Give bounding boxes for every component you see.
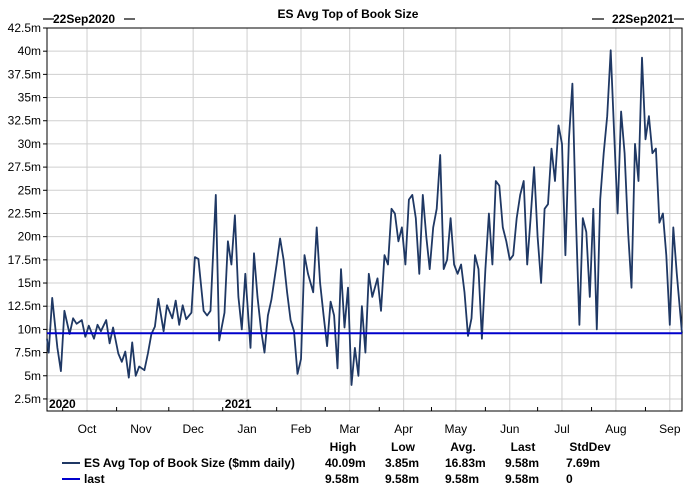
legend-series-name: last: [84, 472, 105, 486]
x-tick-label: Jan: [237, 422, 256, 436]
y-axis: 2.5m 5m 7.5m 10m 12.5m 15m 17.5m 20m 22.5m 25m 27.…: [8, 21, 47, 406]
x-tick-label: Aug: [605, 422, 626, 436]
x-tick-label: Dec: [182, 422, 203, 436]
legend-stat-value: 9.58m: [325, 472, 359, 486]
x-year-label: 2020: [49, 397, 76, 411]
legend-stat-value: 9.58m: [505, 472, 539, 486]
x-axis: Oct Nov Dec Jan Feb Mar Apr May Jun Jul Aug Sep 2020…: [49, 397, 681, 436]
legend-stat-value: 9.58m: [445, 472, 479, 486]
y-tick-label: 35m: [18, 91, 41, 105]
y-tick-label: 5m: [24, 369, 41, 383]
legend-stat-value: 7.69m: [566, 456, 600, 470]
y-tick-label: 25m: [18, 183, 41, 197]
series-layer: [46, 49, 683, 386]
x-tick-label: Apr: [394, 422, 413, 436]
y-tick-label: 12.5m: [8, 299, 41, 313]
stats-header: Last: [511, 440, 536, 454]
legend-stat-value: 40.09m: [325, 456, 366, 470]
x-tick-label: Jul: [554, 422, 569, 436]
y-tick-label: 27.5m: [8, 160, 41, 174]
stats-header: Avg.: [450, 440, 476, 454]
y-tick-label: 42.5m: [8, 21, 41, 35]
y-tick-label: 17.5m: [8, 253, 41, 267]
y-tick-label: 10m: [18, 322, 41, 336]
legend-stat-value: 9.58m: [505, 456, 539, 470]
x-tick-label: Oct: [78, 422, 97, 436]
x-tick-label: Mar: [339, 422, 360, 436]
y-tick-label: 20m: [18, 230, 41, 244]
x-tick-label: May: [444, 422, 467, 436]
y-tick-label: 32.5m: [8, 114, 41, 128]
chart-title: ES Avg Top of Book Size: [278, 7, 419, 21]
end-date-label: 22Sep2021: [612, 12, 674, 26]
legend-stat-value: 16.83m: [445, 456, 486, 470]
plot-frame: [46, 27, 683, 412]
y-tick-label: 22.5m: [8, 206, 41, 220]
x-tick-label: Jun: [500, 422, 519, 436]
series-line-es-avg-top-of-book: [46, 49, 683, 386]
x-tick-label: Nov: [130, 422, 151, 436]
grid-lines: [47, 27, 682, 411]
y-tick-label: 7.5m: [14, 346, 41, 360]
legend: High Low Avg. Last StdDev ES Avg Top of Book …: [62, 440, 611, 486]
legend-stat-value: 0: [566, 472, 573, 486]
y-tick-label: 40m: [18, 44, 41, 58]
stats-header: High: [330, 440, 357, 454]
legend-stat-value: 9.58m: [385, 472, 419, 486]
stats-header: StdDev: [569, 440, 611, 454]
start-date-label: 22Sep2020: [53, 12, 115, 26]
legend-series-name: ES Avg Top of Book Size ($mm daily): [84, 456, 295, 470]
x-tick-label: Feb: [291, 422, 312, 436]
stats-header: Low: [391, 440, 416, 454]
y-tick-label: 2.5m: [14, 392, 41, 406]
y-tick-label: 15m: [18, 276, 41, 290]
y-tick-label: 30m: [18, 137, 41, 151]
x-tick-label: Sep: [659, 422, 681, 436]
y-tick-label: 37.5m: [8, 67, 41, 81]
x-year-label: 2021: [225, 397, 252, 411]
legend-stat-value: 3.85m: [385, 456, 419, 470]
